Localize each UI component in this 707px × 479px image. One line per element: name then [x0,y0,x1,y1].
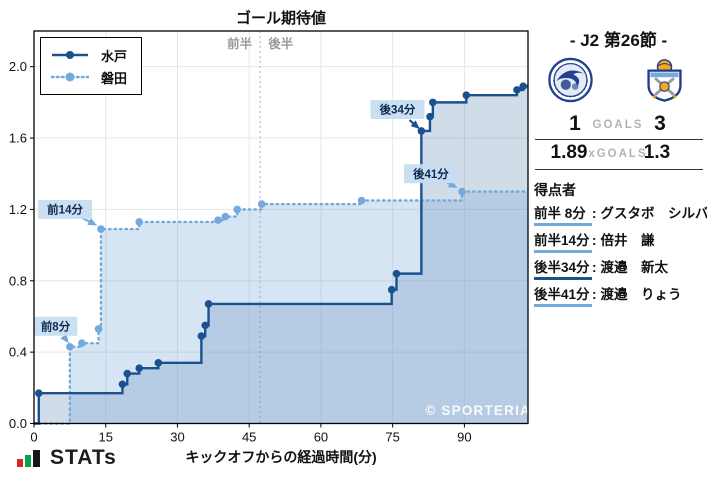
away-xgoals: 1.3 [643,142,671,163]
svg-text:15: 15 [98,430,112,445]
goals-row: 1 GOALS 3 [530,112,707,138]
scorer-separator: : [592,206,597,221]
jubilo-iwata-logo-icon [647,59,682,102]
goals-label: GOALS [592,119,644,131]
svg-text:0.8: 0.8 [9,273,27,288]
chart-title: ゴール期待値 [235,10,326,27]
svg-text:0.4: 0.4 [9,345,27,360]
stats-brand-text: STATs [50,446,117,469]
svg-text:後半: 後半 [268,36,294,51]
x-axis-title: キックオフからの経過時間(分) [185,449,377,465]
svg-text:2.0: 2.0 [9,59,27,74]
legend-label-iwata: 磐田 [101,70,128,86]
svg-text:0: 0 [30,430,37,445]
stats-bars-icon [17,449,42,467]
scorers-title: 得点者 [534,182,576,198]
legend-label-mito: 水戸 [101,48,128,64]
svg-text:60: 60 [314,430,328,445]
xgoals-label: xGOALS [588,148,648,160]
scorer-name: 倍井 謙 [600,233,655,248]
svg-text:1.2: 1.2 [9,202,27,217]
scorer-separator: : [592,233,597,248]
svg-text:前8分: 前8分 [41,319,71,333]
home-goals: 1 [569,112,581,135]
mito-line-sample-icon [52,51,88,59]
svg-text:75: 75 [385,430,399,445]
scorer-row: 前半 8分: グスタボ シルバ [534,202,707,229]
svg-text:30: 30 [170,430,184,445]
stats-brand: STATs [17,446,117,469]
chart-legend: 水戸 磐田 [40,37,143,95]
xgoals-row: 1.89 xGOALS 1.3 [530,142,707,166]
svg-text:0.0: 0.0 [9,416,27,431]
scorer-name: 渡邉 新太 [600,260,669,275]
away-goals: 3 [654,112,666,135]
home-xgoals: 1.89 [550,142,588,163]
divider-line [535,169,703,170]
match-summary-panel: - J2 第26節 - 1 GOALS 3 1.89 x [530,0,707,479]
svg-text:© SPORTERIA: © SPORTERIA [425,403,531,418]
svg-text:前14分: 前14分 [47,203,83,217]
svg-text:後34分: 後34分 [380,103,416,117]
scorer-time: 前半 8分 [534,202,592,226]
scorer-time: 後半34分 [534,256,592,280]
mito-hollyhock-logo-icon [548,57,593,103]
scorer-name: 渡邉 りょう [600,287,682,302]
scorer-name: グスタボ シルバ [600,206,707,221]
scorer-time: 後半41分 [534,283,592,307]
legend-item-mito: 水戸 [51,44,127,66]
scorer-row: 後半34分: 渡邉 新太 [534,256,707,283]
svg-text:1.6: 1.6 [9,131,27,146]
iwata-line-sample-icon [51,72,89,82]
scorers-list: 前半 8分: グスタボ シルバ 前半14分: 倍井 謙後半34分: 渡邉 新太 後半41分… [534,202,707,310]
svg-text:後41分: 後41分 [413,167,449,181]
scorer-separator: : [592,260,597,275]
legend-item-iwata: 磐田 [51,66,127,88]
match-header: - J2 第26節 - [569,31,668,50]
scorer-row: 前半14分: 倍井 謙 [534,229,707,256]
scorer-row: 後半41分: 渡邉 りょう [534,283,707,310]
svg-text:45: 45 [242,430,256,445]
svg-text:90: 90 [457,430,471,445]
divider-line [535,139,703,140]
svg-text:前半: 前半 [227,36,253,51]
scorer-separator: : [592,287,597,302]
scorer-time: 前半14分 [534,229,592,253]
